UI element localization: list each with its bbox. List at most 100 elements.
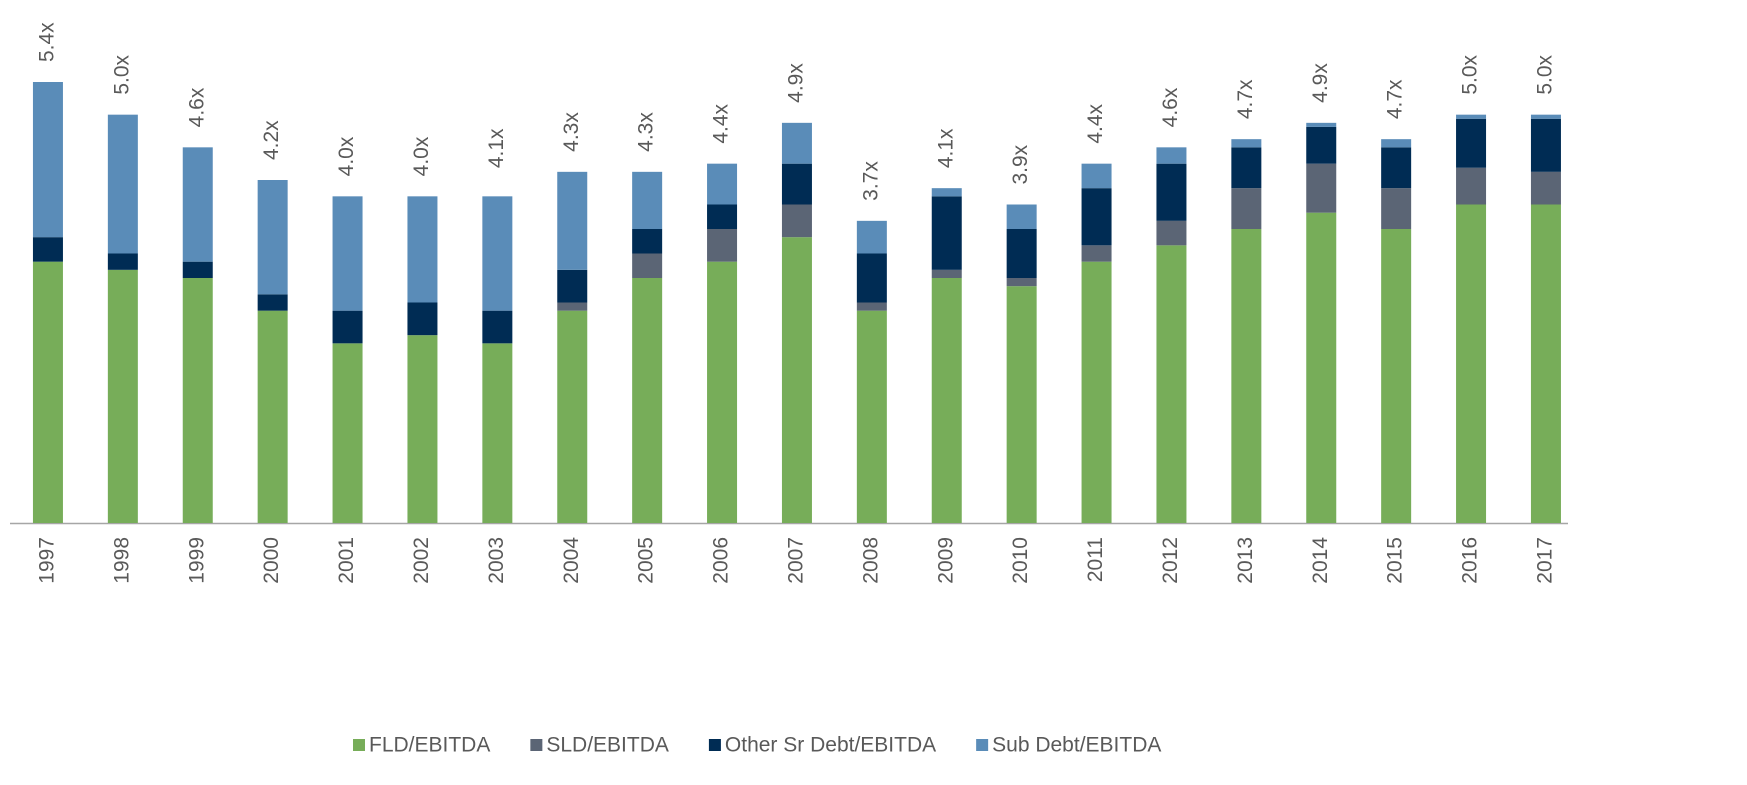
bar-segment [32,82,63,238]
bar-segment [707,204,738,229]
x-tick-label: 2009 [934,537,957,584]
bar-segment [557,269,588,303]
x-tick-label: 2007 [784,537,807,584]
total-label: 4.1x [485,128,508,168]
legend-swatch [530,739,543,751]
bar-segment [1456,204,1487,523]
x-tick-label: 2002 [410,537,433,584]
total-label: 4.4x [1084,103,1107,143]
bar-segment [1381,229,1412,523]
bar-segment [632,171,663,229]
x-tick-label: 2013 [1234,537,1257,584]
bar-segment [1456,167,1487,205]
bar-segment [1381,188,1412,229]
x-tick-label: 2011 [1084,537,1107,582]
bar-segment [856,220,887,254]
bar-segment [1306,122,1337,127]
x-tick-label: 2008 [859,537,882,584]
bar-segment [1156,245,1187,524]
bar-segment [632,253,663,278]
total-label: 4.3x [560,112,583,152]
bar-segment [1156,220,1187,246]
bar-segment [107,114,138,254]
legend-swatch [976,739,989,751]
legend-label: Other Sr Debt/EBITDA [725,734,936,757]
bar-segment [107,269,138,523]
bar-segment [1006,229,1037,278]
bar-segment [332,196,363,311]
bar-segment [856,253,887,303]
bar-segment [931,278,962,523]
bar-segment [557,171,588,270]
total-label: 4.7x [1234,79,1257,119]
bar-segment [482,343,513,523]
bar-segment [182,278,213,523]
bar-segment [707,163,738,205]
x-tick-label: 2000 [260,537,283,584]
bar-segment [781,163,812,205]
bar-segment [1381,147,1412,189]
bar-segment [32,261,63,523]
x-tick-label: 2016 [1459,537,1482,584]
bar-segment [407,335,438,523]
x-tick-label: 2004 [560,537,583,584]
x-tick-label: 2010 [1009,537,1032,584]
bar-segment [856,310,887,523]
bar-segment [257,310,288,523]
total-label: 3.9x [1009,144,1032,184]
total-label: 4.6x [1159,87,1182,127]
bar-segment [1381,139,1412,148]
bar-segment [32,237,63,262]
bar-segment [1006,204,1037,229]
x-tick-label: 2006 [710,537,733,584]
bar-segment [1456,114,1487,119]
x-tick-label: 1997 [35,537,58,584]
x-tick-label: 2012 [1159,537,1182,584]
bar-segment [1081,188,1112,246]
bar-segment [332,343,363,523]
total-label: 5.0x [110,54,133,94]
bar-segment [632,229,663,254]
bar-segment [856,302,887,311]
bar-segment [781,122,812,164]
x-tick-label: 1998 [110,537,133,584]
bar-segment [1306,126,1337,164]
legend-label: Sub Debt/EBITDA [992,734,1161,757]
total-label: 4.1x [934,128,957,168]
total-label: 4.9x [784,63,807,103]
bar-segment [1081,261,1112,523]
x-tick-label: 2001 [335,537,358,584]
bar-segment [707,229,738,262]
bar-segment [931,188,962,197]
legend-label: SLD/EBITDA [546,734,669,757]
bar-segment [1456,118,1487,168]
total-label: 4.0x [335,136,358,176]
legend-label: FLD/EBITDA [369,734,490,757]
bar-segment [1530,204,1561,523]
bar-segment [1306,163,1337,213]
bar-segment [407,302,438,336]
bar-segment [557,302,588,311]
total-label: 4.2x [260,120,283,160]
x-tick-label: 2003 [485,537,508,584]
x-tick-label: 2005 [635,537,658,584]
bar-segment [1530,118,1561,172]
bar-segment [1530,114,1561,119]
bar-segment [1156,163,1187,221]
total-label: 4.7x [1384,79,1407,119]
total-label: 5.0x [1459,54,1482,94]
bar-segment [1156,147,1187,164]
legend-swatch [353,739,365,751]
bar-segment [1006,278,1037,287]
total-label: 4.4x [710,103,733,143]
total-label: 5.0x [1533,54,1556,94]
bar-segment [1231,147,1262,189]
bar-segment [257,180,288,295]
bar-segment [332,310,363,344]
total-label: 3.7x [859,161,882,201]
bar-segment [1306,212,1337,523]
bar-segment [1006,286,1037,523]
bar-segment [707,261,738,523]
